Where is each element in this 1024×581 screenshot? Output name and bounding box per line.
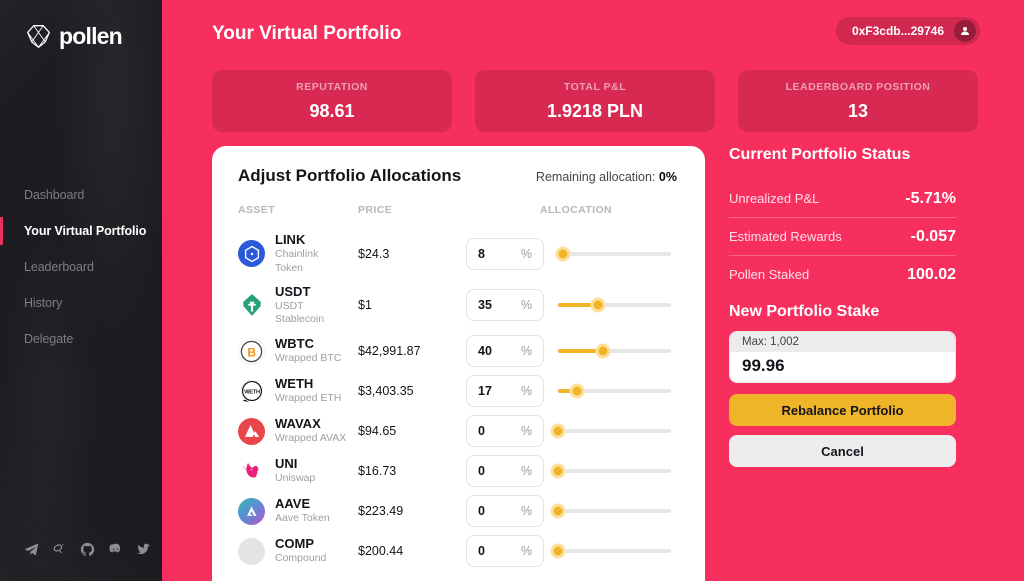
svg-text:B: B [247,345,256,359]
svg-text:WETH: WETH [244,390,260,396]
